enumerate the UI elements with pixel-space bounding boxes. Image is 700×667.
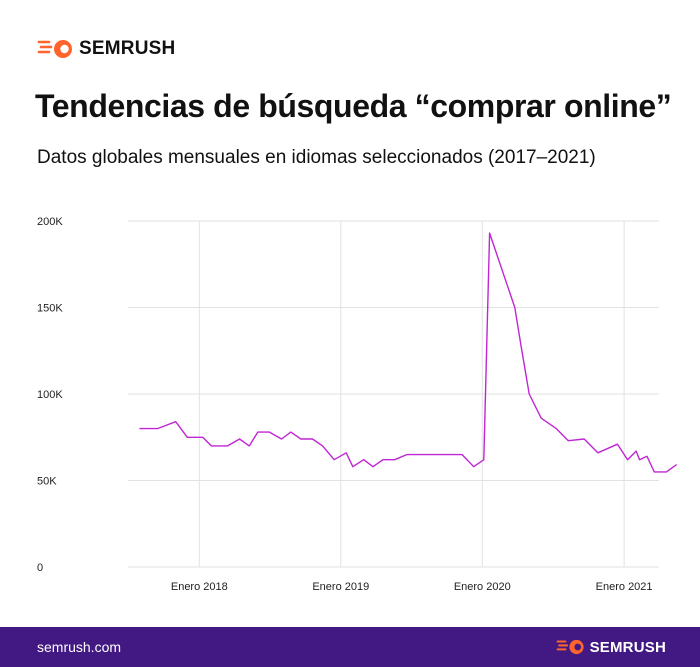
semrush-flame-icon — [37, 40, 72, 58]
semrush-flame-icon — [556, 639, 584, 655]
x-tick-label: Enero 2021 — [596, 581, 653, 593]
footer-brand-name: SEMRUSH — [589, 638, 666, 656]
y-tick-label: 0 — [37, 562, 43, 574]
x-tick-label: Enero 2018 — [171, 581, 228, 593]
page-title: Tendencias de búsqueda “comprar online” — [35, 88, 672, 124]
brand-name: SEMRUSH — [79, 38, 176, 59]
footer-url[interactable]: semrush.com — [37, 639, 122, 655]
y-tick-label: 200K — [37, 216, 63, 228]
y-tick-label: 50K — [37, 476, 57, 488]
footer-bar: semrush.com SEMRUSH — [0, 627, 700, 667]
x-tick-label: Enero 2019 — [312, 581, 369, 593]
y-tick-label: 100K — [37, 389, 63, 401]
page-subtitle: Datos globales mensuales en idiomas sele… — [37, 147, 596, 168]
x-tick-label: Enero 2020 — [454, 581, 511, 593]
line-chart: 0 50K 100K 150K 200K Enero 2018 Enero 2019 Ener… — [37, 216, 677, 593]
y-tick-label: 150K — [37, 303, 63, 315]
semrush-logo: SEMRUSH — [37, 38, 175, 60]
footer-logo: SEMRUSH — [556, 639, 666, 656]
series-line — [139, 232, 677, 473]
